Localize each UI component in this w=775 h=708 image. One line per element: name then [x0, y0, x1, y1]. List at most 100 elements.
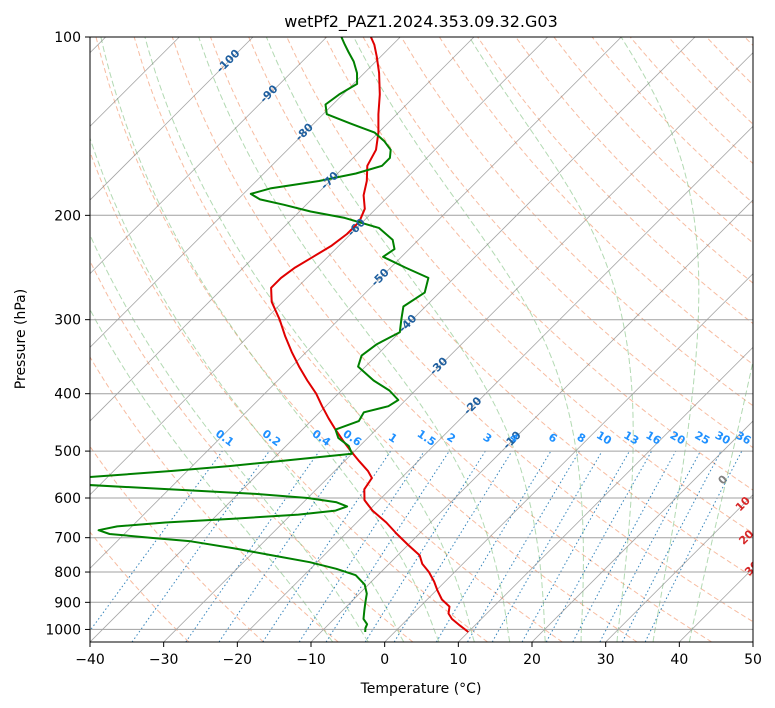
mixing-ratio-line [325, 450, 450, 642]
moist-adiabat [90, 308, 334, 642]
moist-adiabat [620, 37, 700, 642]
moist-adiabat [688, 358, 753, 642]
dry-adiabat [668, 37, 753, 125]
isotherm [458, 346, 753, 642]
dry-adiabat [515, 37, 753, 284]
dry-adiabat [133, 37, 638, 642]
dry-adiabat-label: -50 [369, 266, 392, 289]
isotherm [90, 37, 401, 348]
dry-adiabat [248, 37, 753, 578]
x-tick-label: −30 [149, 652, 179, 668]
isotherm [90, 37, 622, 569]
isotherm [90, 37, 254, 201]
y-tick-label: 800 [54, 565, 81, 581]
isotherm [605, 494, 753, 642]
moist-adiabat-label: 0 [716, 472, 731, 487]
x-tick-label: 30 [597, 652, 615, 668]
isotherm [163, 52, 753, 642]
x-tick-label: 10 [449, 652, 467, 668]
y-tick-label: 1000 [45, 622, 81, 638]
x-tick-label: 40 [670, 652, 688, 668]
x-tick-label: 20 [523, 652, 541, 668]
isotherm [679, 567, 753, 642]
isotherm [90, 37, 696, 642]
y-axis-label: Pressure (hPa) [13, 289, 29, 389]
x-tick-label: 0 [380, 652, 389, 668]
y-tick-label: 600 [54, 491, 81, 507]
moist-adiabat [198, 37, 511, 642]
y-tick-label: 700 [54, 531, 81, 547]
moist-adiabat [468, 37, 634, 642]
mixing-ratio-line [621, 450, 722, 642]
dry-adiabat [438, 37, 753, 366]
moist-adiabat-label: 10 [733, 494, 753, 514]
isotherm [90, 37, 327, 275]
y-tick-label: 900 [54, 595, 81, 611]
mixing-ratio-line [599, 450, 701, 642]
dewpoint-profile-line [90, 37, 430, 633]
dry-adiabat [400, 37, 753, 407]
x-tick-label: −20 [223, 652, 253, 668]
dry-adiabat [591, 37, 753, 204]
profiles [90, 37, 469, 633]
mixing-ratio-line [218, 450, 351, 642]
y-tick-label: 200 [54, 208, 81, 224]
dry-adiabat [744, 37, 753, 47]
moist-adiabat [353, 37, 584, 642]
mixing-ratio-label: 0.6 [340, 427, 364, 449]
moist-adiabat-label: 40 [759, 586, 775, 606]
dry-adiabat [171, 37, 712, 642]
dry-adiabat [477, 37, 753, 325]
isotherm [531, 420, 753, 642]
isotherm [752, 641, 753, 642]
mixing-ratio-line [393, 450, 513, 642]
dry-adiabat-label: -70 [318, 169, 341, 192]
mixing-ratio-label: 16 [643, 429, 663, 448]
dry-adiabat-label: -90 [257, 82, 280, 105]
mixing-ratio-label: 36 [734, 429, 754, 448]
y-tick-label: 400 [54, 387, 81, 403]
isotherm [237, 125, 753, 642]
dry-adiabat [706, 37, 753, 86]
y-tick-label: 300 [54, 313, 81, 329]
mixing-ratio-line [262, 450, 392, 642]
dry-adiabat [90, 445, 264, 642]
moist-adiabat [90, 136, 405, 642]
dry-adiabat-label: -80 [293, 120, 316, 143]
isotherm [384, 273, 753, 642]
mixing-ratio-label: 0.1 [213, 427, 236, 449]
isotherm [90, 37, 548, 496]
mixing-ratio-label: 1 [386, 431, 400, 446]
mixing-ratio-label: 25 [692, 429, 712, 448]
mixing-ratio-label: 10 [594, 429, 614, 448]
dry-adiabat [90, 259, 414, 642]
x-tick-label: −40 [75, 652, 105, 668]
mixing-ratio-line [131, 450, 270, 642]
mixing-ratio-line [521, 450, 630, 642]
mixing-ratio-label: 8 [575, 431, 588, 446]
dry-adiabat [210, 37, 753, 623]
x-tick-label: −10 [296, 652, 326, 668]
moist-adiabat [90, 233, 369, 642]
dry-adiabat-label: -30 [427, 354, 450, 377]
mixing-ratio-label: 0.2 [260, 427, 283, 449]
x-tick-label: 50 [744, 652, 762, 668]
mixing-ratio-line [435, 450, 552, 642]
dry-adiabat [324, 37, 753, 491]
mixing-ratio-line [545, 450, 653, 642]
plot-frame [89, 36, 754, 643]
dry-adiabat [90, 531, 190, 642]
isotherm [90, 37, 475, 422]
isotherm [310, 199, 753, 642]
mixing-ratio-label: 1.5 [415, 427, 438, 449]
dry-adiabat-label: -100 [214, 47, 243, 76]
moist-adiabat [100, 37, 440, 642]
mixing-ratio-label: 3 [481, 431, 494, 446]
dry-adiabat [90, 150, 488, 642]
chart-title: wetPf2_PAZ1.2024.353.09.32.G03 [284, 12, 558, 32]
y-tick-label: 500 [54, 444, 81, 460]
pressure-grid [90, 37, 753, 630]
mixing-ratio-line [298, 450, 425, 642]
mixing-ratio-label: 13 [621, 429, 641, 448]
